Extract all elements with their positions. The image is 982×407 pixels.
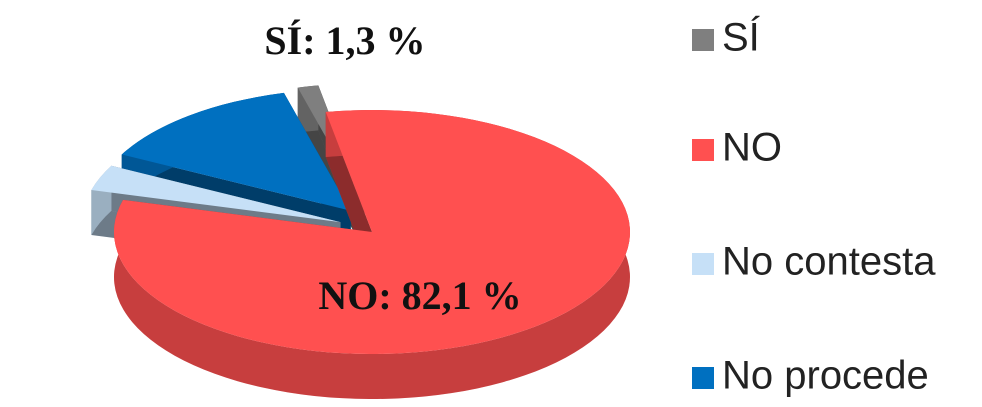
legend-label: No procede xyxy=(722,354,929,398)
legend: SÍ NO No contesta No procede xyxy=(692,15,936,398)
legend-label: No contesta xyxy=(722,240,936,284)
legend-swatch xyxy=(692,253,714,275)
legend-label: NO xyxy=(722,126,782,170)
slice-top xyxy=(91,165,341,223)
slice-top xyxy=(113,110,630,355)
legend-swatch xyxy=(692,139,714,161)
legend-swatch xyxy=(692,29,714,51)
slice xyxy=(113,110,630,400)
pie xyxy=(91,85,630,400)
legend-label: SÍ xyxy=(722,15,761,60)
data-label: NO: 82,1 % xyxy=(318,273,521,318)
legend-swatch xyxy=(692,367,714,389)
slice-top xyxy=(121,92,351,211)
data-label: SÍ: 1,3 % xyxy=(264,18,425,63)
